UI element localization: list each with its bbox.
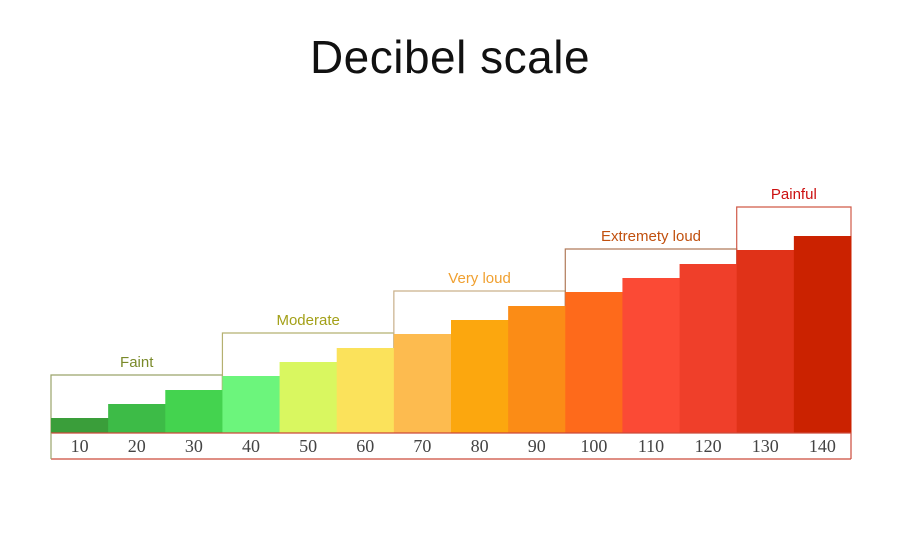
tick-label-90: 90 [528, 436, 546, 456]
tick-label-20: 20 [128, 436, 146, 456]
bar-30 [165, 390, 223, 433]
bar-110 [622, 278, 681, 433]
bar-10 [51, 418, 109, 433]
bar-130 [736, 250, 795, 433]
group-label-0: Faint [120, 354, 154, 371]
tick-label-130: 130 [752, 436, 779, 456]
tick-label-50: 50 [299, 436, 317, 456]
bar-120 [679, 264, 738, 433]
group-label-4: Painful [771, 186, 817, 203]
tick-label-10: 10 [71, 436, 89, 456]
tick-label-120: 120 [695, 436, 722, 456]
bar-80 [451, 320, 509, 433]
tick-label-100: 100 [580, 436, 607, 456]
bar-90 [508, 306, 566, 433]
bar-70 [393, 334, 452, 433]
bar-100 [565, 292, 623, 433]
bar-140 [793, 236, 852, 433]
bar-40 [222, 376, 281, 433]
tick-label-60: 60 [356, 436, 374, 456]
bar-60 [336, 348, 395, 433]
tick-label-70: 70 [413, 436, 431, 456]
tick-label-140: 140 [809, 436, 836, 456]
tick-label-40: 40 [242, 436, 260, 456]
tick-label-80: 80 [471, 436, 489, 456]
chart-title: Decibel scale [309, 31, 591, 83]
bar-20 [108, 404, 166, 433]
group-label-3: Extremety loud [601, 228, 701, 245]
bar-50 [279, 362, 338, 433]
tick-label-110: 110 [638, 436, 664, 456]
tick-label-30: 30 [185, 436, 203, 456]
group-label-1: Moderate [276, 312, 339, 329]
group-label-2: Very loud [448, 270, 511, 287]
